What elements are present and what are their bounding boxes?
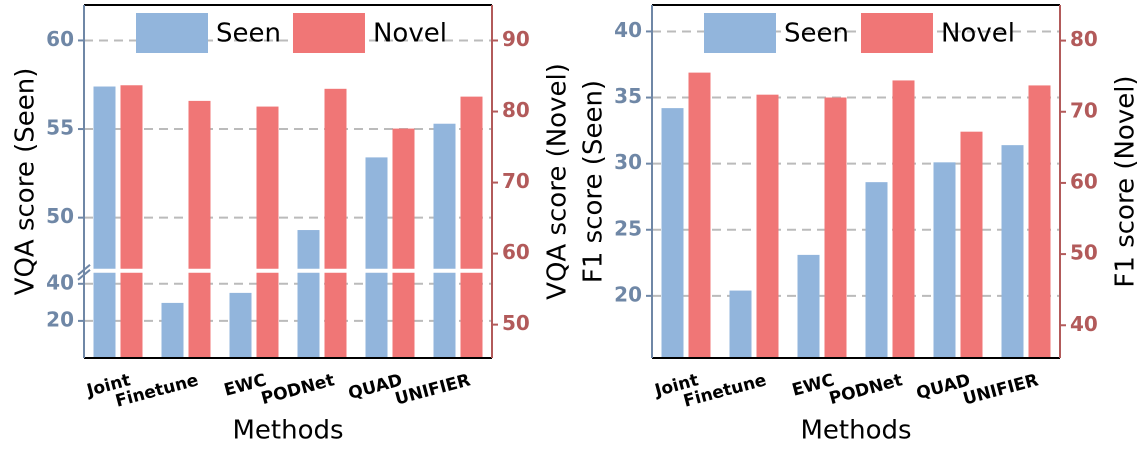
bar xyxy=(229,292,252,358)
y2-axis-label: F1 score (Novel) xyxy=(1111,75,1141,287)
y-tick-label: 25 xyxy=(614,216,642,240)
bar xyxy=(797,254,820,358)
x-tick-label: UNIFIER xyxy=(961,370,1041,409)
y-tick-label: 20 xyxy=(614,282,642,306)
legend: Seen Novel xyxy=(704,13,1015,53)
bar xyxy=(161,302,184,358)
legend: Seen Novel xyxy=(136,13,447,53)
bar xyxy=(392,128,415,358)
bar xyxy=(120,85,143,359)
bar xyxy=(865,182,888,358)
y2-tick-label: 80 xyxy=(1070,27,1098,51)
y-tick-label: 30 xyxy=(614,150,642,174)
bar xyxy=(960,131,983,358)
bar xyxy=(688,72,711,358)
bar xyxy=(93,86,116,358)
x-axis-label: Methods xyxy=(800,416,911,446)
bar xyxy=(460,96,483,358)
bar xyxy=(1001,145,1024,358)
bar xyxy=(256,106,279,358)
y-tick-label: 55 xyxy=(46,116,74,140)
y2-tick-label: 60 xyxy=(1070,169,1098,193)
y2-tick-label: 40 xyxy=(1070,312,1098,336)
legend-swatch xyxy=(860,13,933,53)
y2-axis-label: VQA score (Novel) xyxy=(543,63,573,300)
y2-tick-label: 70 xyxy=(1070,98,1098,122)
legend-swatch xyxy=(292,13,365,53)
y2-tick-label: 60 xyxy=(502,240,530,264)
bar xyxy=(1028,85,1051,358)
legend-swatch xyxy=(704,13,776,53)
y-tick-label: 50 xyxy=(46,204,74,228)
legend-swatch xyxy=(136,13,208,53)
bar xyxy=(756,94,779,358)
bar xyxy=(661,108,684,358)
bar xyxy=(433,123,456,358)
y-tick-label: 40 xyxy=(614,18,642,42)
y-tick-label: 20 xyxy=(46,307,74,331)
y-tick-label: 40 xyxy=(46,270,74,294)
x-tick-label: PODNet xyxy=(259,370,337,409)
bar xyxy=(892,80,915,358)
bar xyxy=(324,88,347,359)
y2-tick-label: 90 xyxy=(502,27,530,51)
x-axis-label: Methods xyxy=(232,416,343,446)
y-tick-label: 60 xyxy=(46,27,74,51)
bar xyxy=(188,100,211,358)
y2-tick-label: 50 xyxy=(1070,241,1098,265)
bar xyxy=(297,230,320,358)
y-axis-label: VQA score (Seen) xyxy=(11,68,41,296)
legend-label: Seen xyxy=(784,19,849,49)
bar xyxy=(933,162,956,358)
y2-tick-label: 70 xyxy=(502,169,530,193)
bar xyxy=(365,157,388,358)
legend-label: Novel xyxy=(373,19,447,49)
y2-tick-label: 50 xyxy=(502,311,530,335)
y-tick-label: 35 xyxy=(614,84,642,108)
bar xyxy=(729,290,752,358)
y2-tick-label: 80 xyxy=(502,98,530,122)
legend-label: Novel xyxy=(941,19,1015,49)
bar xyxy=(824,97,847,358)
x-tick-label: UNIFIER xyxy=(393,370,473,409)
y-axis-label: F1 score (Seen) xyxy=(579,80,609,283)
x-tick-label: PODNet xyxy=(827,370,905,409)
legend-label: Seen xyxy=(216,19,281,49)
